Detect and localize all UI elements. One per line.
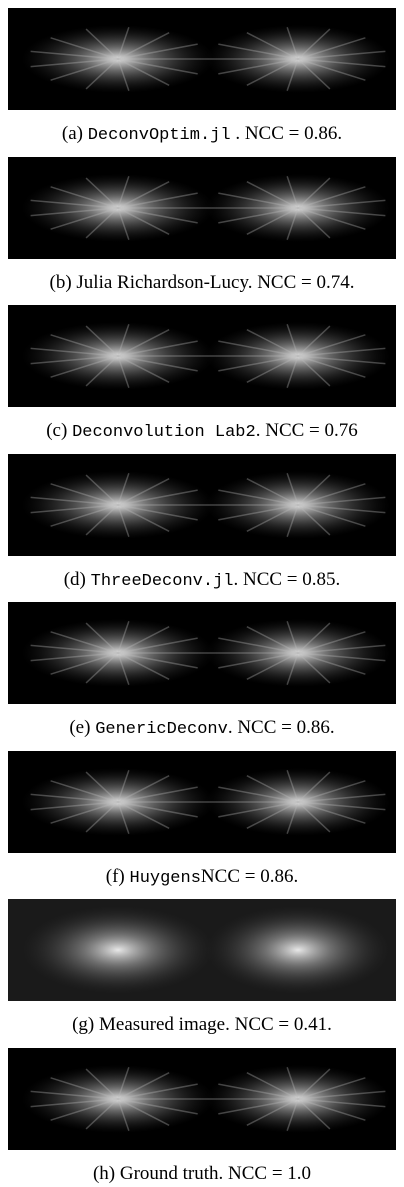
caption-text: (f)	[106, 866, 130, 887]
caption: (f) HuygensNCC = 0.86.	[0, 865, 404, 891]
caption-code: DeconvOptim.jl	[88, 126, 231, 145]
caption-text: (h) Ground truth. NCC = 1.0	[93, 1163, 311, 1184]
caption-code: GenericDeconv	[95, 720, 228, 739]
caption-text: . NCC = 0.86.	[228, 717, 335, 738]
caption: (g) Measured image. NCC = 0.41.	[0, 1013, 404, 1037]
panel-image	[8, 602, 396, 704]
caption-text: . NCC = 0.85.	[233, 569, 340, 590]
caption: (e) GenericDeconv. NCC = 0.86.	[0, 716, 404, 742]
caption: (h) Ground truth. NCC = 1.0	[0, 1162, 404, 1186]
caption: (d) ThreeDeconv.jl. NCC = 0.85.	[0, 568, 404, 594]
panel-image	[8, 899, 396, 1001]
caption-code: Huygens	[130, 869, 201, 888]
caption-text: . NCC = 0.86.	[231, 123, 343, 144]
panel-image	[8, 157, 396, 259]
caption-text: (a)	[62, 123, 88, 144]
caption-text: (b) Julia Richardson-Lucy. NCC = 0.74.	[50, 272, 355, 293]
panel-image	[8, 305, 396, 407]
panel-image	[8, 454, 396, 556]
caption: (b) Julia Richardson-Lucy. NCC = 0.74.	[0, 271, 404, 295]
panel-image	[8, 751, 396, 853]
caption-text: (g) Measured image. NCC = 0.41.	[72, 1014, 332, 1035]
caption-text: (d)	[64, 569, 91, 590]
cell-blob	[22, 906, 214, 994]
figure: (a) DeconvOptim.jl . NCC = 0.86. (b) Juli…	[0, 0, 404, 1187]
cell-blob	[206, 906, 390, 994]
caption: (c) Deconvolution Lab2. NCC = 0.76	[0, 419, 404, 445]
caption: (a) DeconvOptim.jl . NCC = 0.86.	[0, 122, 404, 148]
caption-code: ThreeDeconv.jl	[91, 572, 234, 591]
caption-text: . NCC = 0.76	[256, 420, 358, 441]
caption-text: (c)	[46, 420, 72, 441]
caption-text: NCC = 0.86.	[201, 866, 298, 887]
caption-code: Deconvolution Lab2	[72, 423, 256, 442]
caption-text: (e)	[69, 717, 95, 738]
panel-image	[8, 8, 396, 110]
panel-image	[8, 1048, 396, 1150]
